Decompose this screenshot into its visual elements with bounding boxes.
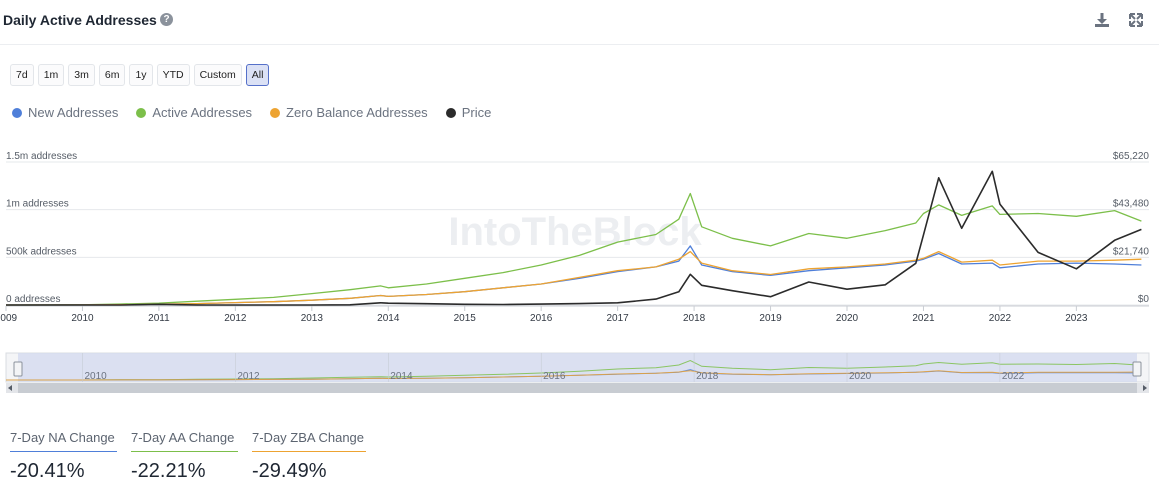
stat-label: 7-Day ZBA Change [252, 430, 366, 452]
help-icon[interactable]: ? [160, 13, 173, 26]
stat-aa-change: 7-Day AA Change -22.21% [131, 430, 238, 483]
navigator-tick-label: 2014 [390, 371, 413, 382]
x-tick-label: 2011 [148, 313, 170, 324]
legend-label: Price [461, 105, 492, 120]
legend-item-price[interactable]: Price [445, 105, 492, 120]
download-icon[interactable] [1092, 10, 1112, 30]
navigator-tick-label: 2022 [1002, 371, 1025, 382]
stat-value: -20.41% [10, 460, 85, 482]
stat-na-change: 7-Day NA Change -20.41% [10, 430, 117, 483]
y-right-tick-label: $21,740 [1113, 246, 1150, 257]
scrollbar-thumb[interactable] [18, 383, 1137, 393]
range-button-1m[interactable]: 1m [37, 64, 65, 86]
navigator-tick-label: 2016 [543, 371, 566, 382]
navigator-handle-right[interactable] [1132, 361, 1142, 377]
x-tick-label: 2014 [377, 313, 400, 324]
x-tick-label: 2023 [1065, 313, 1088, 324]
x-tick-label: 2018 [683, 313, 706, 324]
navigator-tick-label: 2018 [696, 371, 719, 382]
x-tick-label: 2015 [454, 313, 477, 324]
legend-item-active-addresses[interactable]: Active Addresses [136, 105, 252, 120]
y-right-tick-label: $0 [1138, 294, 1150, 305]
legend-item-zero-balance[interactable]: Zero Balance Addresses [270, 105, 428, 120]
x-tick-label: 2009 [0, 313, 18, 324]
range-selector: 7d 1m 3m 6m 1y YTD Custom All [10, 64, 270, 86]
scroll-left-arrow-icon[interactable] [8, 385, 12, 391]
range-button-ytd[interactable]: YTD [156, 64, 190, 86]
x-tick-label: 2013 [301, 313, 324, 324]
widget-header: Daily Active Addresses ? [0, 0, 1159, 45]
range-button-all[interactable]: All [245, 64, 270, 86]
legend-label: Zero Balance Addresses [286, 105, 428, 120]
y-right-tick-label: $65,220 [1113, 151, 1150, 162]
navigator-series-line-zero-balance-addresses [6, 370, 1142, 381]
legend-marker-active [136, 107, 147, 118]
range-button-7d[interactable]: 7d [10, 64, 34, 86]
range-button-custom[interactable]: Custom [193, 64, 242, 86]
stat-value: -22.21% [131, 460, 206, 482]
range-button-6m[interactable]: 6m [98, 64, 126, 86]
y-left-tick-label: 0 addresses [6, 294, 60, 305]
chart-plot: IntoTheBlock 0 addresses 500k addresses 1m … [0, 151, 1150, 393]
x-tick-label: 2020 [836, 313, 859, 324]
navigator-selection [18, 353, 1137, 382]
page-title: Daily Active Addresses [3, 12, 157, 28]
legend-marker-price [445, 107, 456, 118]
x-tick-label: 2012 [224, 313, 247, 324]
legend-marker-new [12, 107, 22, 118]
y-left-tick-label: 500k addresses [6, 246, 77, 257]
x-tick-label: 2022 [989, 313, 1012, 324]
navigator-handle-left[interactable] [13, 361, 23, 377]
legend-marker-zero [270, 107, 281, 118]
series-line-zero-balance-addresses [5, 250, 1142, 306]
y-left-tick-label: 1.5m addresses [6, 151, 77, 162]
series-line-price [6, 170, 1142, 306]
chart-legend: New Addresses Active Addresses Zero Bala… [12, 105, 491, 120]
stat-zba-change: 7-Day ZBA Change -29.49% [252, 430, 366, 483]
scroll-right-arrow-icon[interactable] [1143, 385, 1147, 391]
series-line-active-addresses [5, 192, 1142, 306]
range-button-1y[interactable]: 1y [129, 64, 153, 86]
navigator-series-line-active-addresses [6, 359, 1142, 381]
x-tick-label: 2021 [912, 313, 935, 324]
navigator-tick-label: 2020 [849, 371, 872, 382]
navigator-tick-label: 2012 [237, 371, 260, 382]
legend-label: New Addresses [28, 105, 119, 120]
legend-label: Active Addresses [152, 105, 253, 120]
y-left-tick-label: 1m addresses [6, 199, 69, 210]
watermark-text: IntoTheBlock [448, 210, 702, 254]
series-line-new-addresses [5, 245, 1142, 306]
stat-label: 7-Day AA Change [131, 430, 238, 452]
stats-row: 7-Day NA Change -20.41% 7-Day AA Change … [10, 430, 366, 483]
expand-icon[interactable] [1126, 10, 1146, 30]
x-tick-label: 2016 [530, 313, 553, 324]
y-right-tick-label: $43,480 [1113, 199, 1150, 210]
stat-label: 7-Day NA Change [10, 430, 117, 452]
x-tick-label: 2010 [71, 313, 94, 324]
stat-value: -29.49% [252, 460, 327, 482]
x-tick-label: 2017 [607, 313, 630, 324]
navigator-tick-label: 2010 [84, 371, 107, 382]
legend-item-new-addresses[interactable]: New Addresses [12, 105, 118, 120]
range-button-3m[interactable]: 3m [68, 64, 95, 86]
x-tick-label: 2019 [759, 313, 782, 324]
